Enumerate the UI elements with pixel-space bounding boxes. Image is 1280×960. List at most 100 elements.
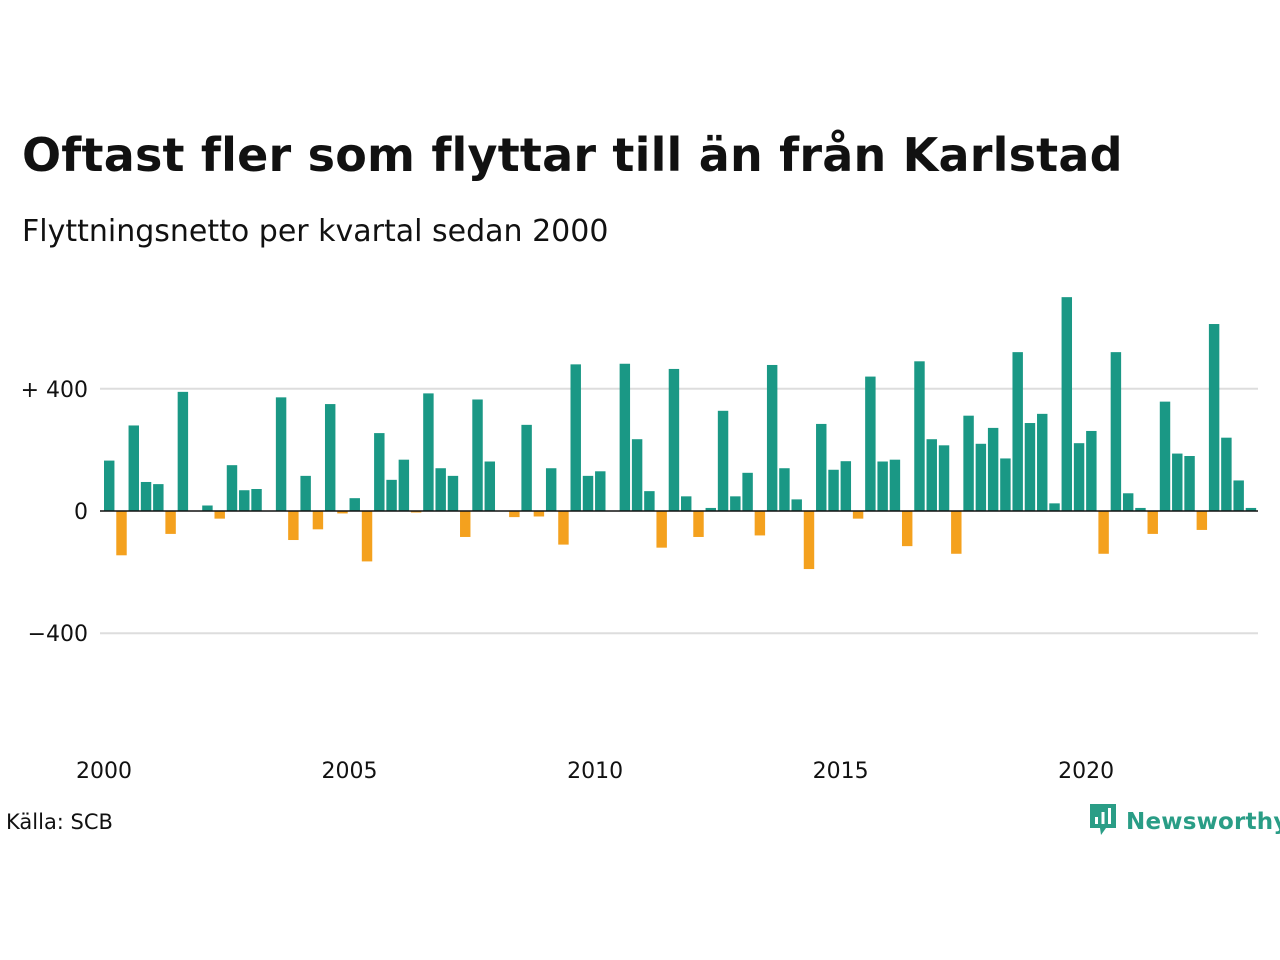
bar xyxy=(1159,401,1171,511)
bar xyxy=(1221,437,1232,511)
bar xyxy=(104,460,115,511)
bar xyxy=(1172,453,1183,511)
bar xyxy=(693,511,704,537)
bar xyxy=(987,427,999,511)
bar xyxy=(239,490,250,511)
brand-logo: Newsworthy xyxy=(1088,804,1280,840)
bar xyxy=(631,439,643,511)
bar xyxy=(914,361,925,511)
bar xyxy=(816,423,827,511)
bar xyxy=(852,511,864,519)
bar xyxy=(324,404,336,511)
bar xyxy=(1012,352,1023,511)
bar xyxy=(128,425,139,511)
bar xyxy=(275,397,287,511)
bar xyxy=(1024,423,1036,511)
bar xyxy=(582,475,594,511)
x-tick-label: 2020 xyxy=(1058,759,1114,784)
bar xyxy=(828,469,839,511)
bar xyxy=(742,472,753,511)
bar xyxy=(681,496,692,511)
bar xyxy=(951,511,962,554)
bar xyxy=(1135,507,1146,511)
y-tick-label: −400 xyxy=(28,622,88,647)
bar xyxy=(435,468,446,511)
brand-name: Newsworthy xyxy=(1126,809,1280,835)
bar xyxy=(595,471,606,511)
bar xyxy=(521,424,532,511)
bar xyxy=(398,459,410,511)
x-tick-label: 2015 xyxy=(813,759,869,784)
bar xyxy=(288,511,299,541)
bar xyxy=(165,511,176,534)
bar xyxy=(877,461,888,511)
bar xyxy=(1086,430,1097,511)
bar xyxy=(840,461,852,511)
bar xyxy=(1098,511,1109,554)
bar xyxy=(1000,458,1011,511)
bar xyxy=(484,461,496,511)
bar xyxy=(423,393,434,511)
bar xyxy=(472,399,483,511)
bar xyxy=(214,511,225,519)
bar xyxy=(1147,511,1158,534)
bar xyxy=(1245,507,1257,511)
bar xyxy=(545,468,557,511)
source-note: Källa: SCB xyxy=(6,810,113,834)
bar xyxy=(1073,443,1085,511)
x-tick-label: 2000 xyxy=(76,759,132,784)
bar xyxy=(1110,352,1122,511)
x-tick-label: 2005 xyxy=(322,759,378,784)
bar xyxy=(1184,456,1195,511)
chart-title: Oftast fler som flyttar till än från Kar… xyxy=(22,128,1123,182)
y-tick-label: + 400 xyxy=(21,378,88,403)
bar xyxy=(619,363,631,511)
bar xyxy=(1049,503,1060,511)
bar xyxy=(644,491,655,511)
bar xyxy=(251,489,262,511)
chart-subtitle: Flyttningsnetto per kvartal sedan 2000 xyxy=(22,214,609,249)
bar xyxy=(140,481,152,511)
bar xyxy=(558,511,569,545)
bar xyxy=(656,511,667,548)
bar xyxy=(116,511,127,556)
x-tick-label: 2010 xyxy=(567,759,623,784)
bar xyxy=(754,511,766,536)
y-tick-label: 0 xyxy=(74,500,88,525)
bar xyxy=(177,391,189,511)
bar xyxy=(533,511,545,517)
bar xyxy=(865,376,876,511)
bar xyxy=(717,410,729,511)
bar xyxy=(386,479,397,511)
bar xyxy=(926,439,937,511)
bar xyxy=(337,511,348,514)
bar xyxy=(460,511,471,537)
bar-chart: −400 0 + 400 2000 2005 2010 2015 2020 xyxy=(21,297,1258,784)
bar xyxy=(1037,413,1048,511)
bar xyxy=(202,505,213,511)
bar xyxy=(509,511,520,518)
bar xyxy=(1196,511,1208,530)
bar xyxy=(374,433,385,511)
bar xyxy=(361,511,373,562)
bar xyxy=(668,368,680,511)
bar xyxy=(889,459,901,511)
bar xyxy=(938,445,950,511)
bar xyxy=(447,475,459,511)
bar xyxy=(570,364,581,511)
bar xyxy=(226,465,238,511)
bar-chart-icon xyxy=(1088,802,1118,842)
bar xyxy=(1061,297,1073,511)
bar xyxy=(1122,493,1134,511)
bar xyxy=(410,511,422,513)
bar xyxy=(766,364,778,511)
bar xyxy=(705,507,716,511)
bar xyxy=(975,443,987,511)
bar xyxy=(791,499,802,511)
bar xyxy=(300,475,311,511)
bar xyxy=(153,484,164,511)
bar xyxy=(312,511,324,530)
bar xyxy=(963,415,974,511)
bar xyxy=(901,511,913,547)
bar xyxy=(349,498,360,511)
